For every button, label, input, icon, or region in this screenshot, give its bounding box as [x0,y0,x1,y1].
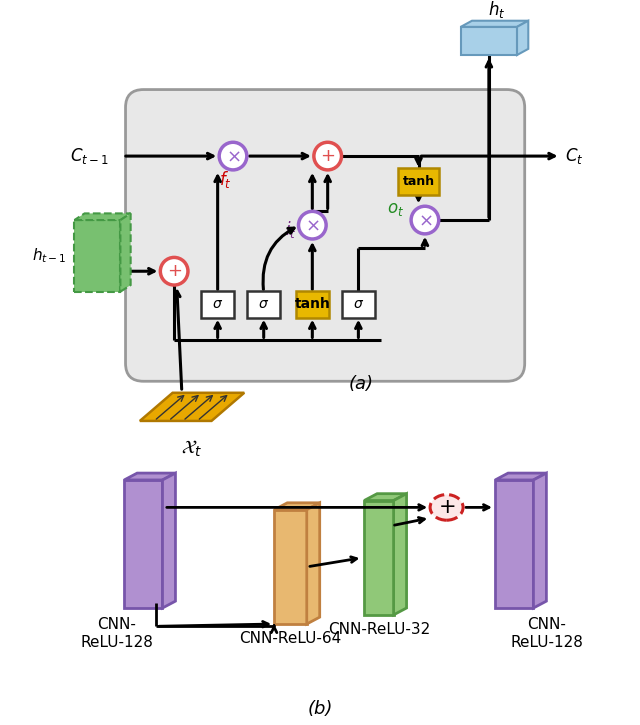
Circle shape [314,142,342,170]
Text: $h_{t-1}$: $h_{t-1}$ [32,247,67,265]
Text: CNN-ReLU-64: CNN-ReLU-64 [239,631,342,646]
Polygon shape [74,220,120,291]
Text: $C_t$: $C_t$ [564,146,583,166]
Polygon shape [461,27,517,55]
Text: $\sigma$: $\sigma$ [212,297,223,312]
Text: $\times$: $\times$ [417,211,432,229]
Polygon shape [140,393,244,421]
Polygon shape [163,473,175,608]
Polygon shape [120,213,131,291]
Polygon shape [124,473,175,480]
Text: $\times$: $\times$ [226,147,240,165]
Text: $f_t$: $f_t$ [219,170,232,191]
Polygon shape [394,494,406,615]
FancyBboxPatch shape [125,90,525,381]
Polygon shape [307,503,320,624]
Polygon shape [495,480,534,608]
Ellipse shape [430,494,463,521]
Text: $o_t$: $o_t$ [387,199,404,218]
FancyBboxPatch shape [342,291,375,318]
Text: (b): (b) [307,700,333,718]
Text: $+$: $+$ [166,262,182,281]
Circle shape [161,257,188,285]
Polygon shape [364,494,406,500]
Polygon shape [461,21,528,27]
Polygon shape [517,21,528,55]
Text: $i_t$: $i_t$ [285,218,297,239]
Text: (a): (a) [348,375,374,393]
Text: $\mathcal{X}_t$: $\mathcal{X}_t$ [181,439,203,460]
FancyBboxPatch shape [247,291,280,318]
Text: $+$: $+$ [320,147,335,165]
Text: $h_t$: $h_t$ [488,0,506,20]
Text: CNN-
ReLU-128: CNN- ReLU-128 [81,617,154,650]
Text: $+$: $+$ [438,497,455,518]
Circle shape [219,142,247,170]
Text: $\sigma$: $\sigma$ [258,297,269,312]
Text: $C_{t-1}$: $C_{t-1}$ [70,146,109,166]
Polygon shape [275,510,307,624]
Polygon shape [495,473,547,480]
Text: $\sigma$: $\sigma$ [353,297,364,312]
FancyBboxPatch shape [201,291,234,318]
Polygon shape [275,503,320,510]
Polygon shape [74,213,131,220]
Circle shape [411,206,439,234]
Text: tanh: tanh [403,175,435,188]
FancyBboxPatch shape [398,168,439,195]
Circle shape [298,212,326,239]
Polygon shape [124,480,163,608]
Polygon shape [364,500,394,615]
Text: CNN-
ReLU-128: CNN- ReLU-128 [510,617,583,650]
Text: $\times$: $\times$ [305,216,319,234]
Text: CNN-ReLU-32: CNN-ReLU-32 [328,622,430,637]
Text: tanh: tanh [294,297,330,312]
FancyBboxPatch shape [296,291,329,318]
Polygon shape [534,473,547,608]
